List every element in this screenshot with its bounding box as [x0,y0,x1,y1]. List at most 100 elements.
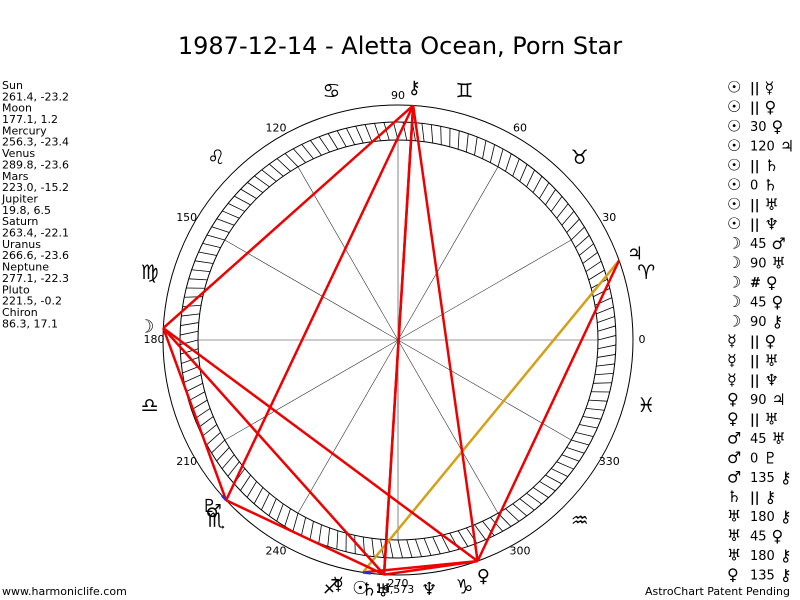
band-hatch [246,481,257,498]
band-hatch [512,158,520,177]
aspect-row: || ☿ [750,78,774,97]
band-hatch [240,474,251,491]
band-hatch [551,468,569,477]
band-hatch [571,439,590,446]
aspect-row: 45 ♀ [750,292,783,311]
aspect-type: || [750,373,760,388]
band-hatch [545,189,556,206]
aspect-line [162,104,414,330]
degree-label: 300 [510,544,531,557]
planet-name: Moon [2,102,32,115]
aspect-line [162,327,385,576]
band-hatch [532,176,543,193]
degree-label: 60 [513,122,527,135]
aspect-glyph: ♀ [765,331,777,350]
band-hatch [505,508,520,522]
aspect-glyph: ♄ [727,487,741,506]
aspect-row: 90 ♃ [750,390,786,409]
aspect-glyph: ☉ [727,117,741,136]
aspect-row: || ♅ [750,351,779,370]
band-hatch [397,539,403,559]
aspect-glyph: ♀ [766,273,778,292]
band-hatch [593,288,610,298]
band-hatch [216,218,235,226]
planet-coords: 177.1, 1.2 [2,113,58,126]
aspect-glyph: ⚷ [765,487,777,506]
zodiac-sign: ♓ [637,393,655,417]
aspect-glyph: ♅ [772,429,786,448]
aspect-type: || [750,412,760,427]
band-hatch [539,182,550,199]
degree-label: 150 [176,211,197,224]
band-hatch [597,316,615,323]
band-hatch [582,252,598,264]
aspect-glyph: ♆ [765,214,779,233]
planet-name: Saturn [2,215,38,228]
degree-label: 180 [144,333,165,346]
aspect-glyph: ⚷ [780,565,792,584]
band-hatch [253,487,264,504]
band-hatch [198,416,214,428]
planet-coords: 223.0, -15.2 [2,181,69,194]
band-hatch [556,461,574,470]
degree-label: 270 [388,577,409,590]
zodiac-sign: ♏ [207,508,225,532]
planet-coords: 266.6, -23.6 [2,249,69,262]
aspect-glyph: ♅ [765,409,779,428]
degree-label: 120 [266,122,287,135]
zodiac-sign: ♈ [637,260,655,284]
planet-name: Chiron [2,306,38,319]
band-hatch [182,304,202,308]
band-hatch [181,357,199,364]
band-hatch [512,503,528,517]
planet-coords: 263.4, -22.1 [2,227,69,240]
aspect-glyph: ☽ [727,234,741,253]
band-hatch [268,163,284,177]
aspect-glyph: ♆ [765,370,779,389]
aspect-glyph: ☽ [727,292,741,311]
band-hatch [284,153,299,168]
band-hatch [421,123,425,142]
band-hatch [346,128,356,145]
band-hatch [227,203,245,212]
band-hatch [234,195,251,206]
band-hatch [588,269,605,281]
aspect-glyph: ☽ [727,253,741,272]
band-hatch [582,416,602,420]
band-hatch [556,203,569,219]
aspect-line [361,259,621,574]
band-hatch [597,325,616,332]
planet-coords: 221.5, -0.2 [2,295,62,308]
band-hatch [497,148,504,167]
planet-glyph: ♂ [206,501,222,522]
aspect-row: 180 ⚷ [750,507,792,526]
aspect-type: 45 [750,237,767,252]
zodiac-sign: ♉ [571,145,589,169]
band-hatch [579,243,594,256]
planet-coords: 289.8, -23.6 [2,158,69,171]
band-hatch [561,454,580,462]
footer-left: www.harmoniclife.com [2,585,127,598]
aspect-row: || ♆ [750,214,779,233]
band-hatch [457,530,469,547]
aspect-glyph: ⚷ [780,546,792,565]
band-hatch [186,382,203,392]
aspect-type: 90 [750,315,767,330]
bottom-number: 19,573 [376,583,415,596]
degree-label: 210 [176,455,197,468]
band-hatch [482,140,487,159]
aspect-type: || [750,334,760,349]
aspect-type: 180 [750,510,775,525]
degree-label: 330 [599,455,620,468]
band-hatch [284,508,291,527]
band-hatch [355,125,364,144]
band-hatch [594,372,614,376]
aspect-glyph: ♂ [727,429,741,448]
band-hatch [216,447,230,462]
planet-glyph: ♀ [477,566,490,587]
aspect-row: || ♄ [750,156,779,175]
band-hatch [585,408,605,411]
aspect-row: 120 ♃ [750,136,794,155]
planet-glyph: ☉ [352,578,368,599]
planet-name: Mars [2,170,29,183]
